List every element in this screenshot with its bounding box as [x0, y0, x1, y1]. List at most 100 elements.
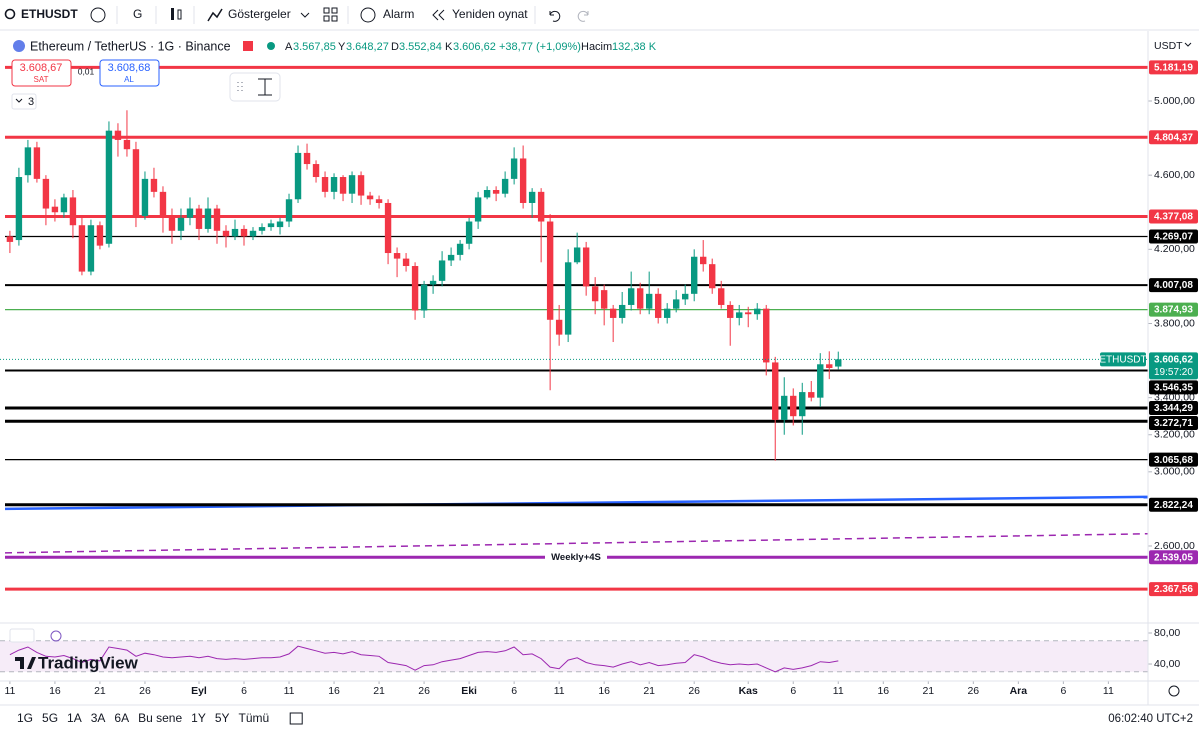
candle-body: [384, 202, 392, 254]
x-tick-label: 21: [643, 685, 655, 697]
candle-body: [276, 221, 284, 228]
candle-body: [366, 195, 374, 200]
ohlc-value: 3.567,85: [293, 41, 336, 53]
x-tick-label: 26: [688, 685, 700, 697]
level-label-bg: [1149, 380, 1198, 395]
volume: 132,38 K: [612, 41, 657, 53]
indicator-icon[interactable]: [207, 8, 223, 22]
level-label: 4.269,07: [1154, 232, 1193, 243]
undo[interactable]: [549, 10, 561, 22]
candle-body: [294, 152, 302, 200]
candle-body: [267, 223, 275, 228]
last-price-label: 3.606,62: [1154, 354, 1193, 365]
candle-body: [754, 308, 761, 315]
x-tick-label: 21: [922, 685, 934, 697]
replay[interactable]: Yeniden oynat: [452, 7, 528, 21]
candle-body: [654, 293, 662, 318]
timeframe[interactable]: 1A: [67, 711, 82, 725]
y-tick-label: 4.200,00: [1154, 243, 1195, 255]
sell-label[interactable]: SAT: [34, 75, 49, 84]
candle-body: [339, 177, 347, 194]
level-label: 3.874,93: [1154, 305, 1193, 316]
candle-body: [555, 319, 563, 335]
timeframe[interactable]: Tümü: [239, 711, 270, 725]
timeframe[interactable]: 1G: [17, 711, 33, 725]
candle-body: [303, 152, 311, 165]
replay-icon[interactable]: [432, 9, 445, 21]
timeframe-bar: 1G 5G 1A 3A 6A Bu sene 1Y 5Y Tümü: [17, 711, 303, 725]
interval[interactable]: G: [133, 7, 142, 21]
alarm-icon[interactable]: [360, 7, 376, 23]
settings[interactable]: [1168, 685, 1180, 697]
candle-body: [78, 225, 86, 272]
dropdown[interactable]: [1184, 42, 1192, 47]
rsi-toggle[interactable]: [9, 628, 35, 643]
currency[interactable]: USDT: [1154, 40, 1183, 52]
timeframe[interactable]: 5G: [42, 711, 58, 725]
redo[interactable]: [577, 10, 589, 22]
timeframe[interactable]: 5Y: [215, 711, 230, 725]
candle-body: [772, 362, 779, 420]
ohlc-label: A: [285, 41, 293, 53]
add-symbol[interactable]: [90, 7, 106, 23]
layout-icon[interactable]: [323, 7, 330, 14]
collapse-button[interactable]: [11, 93, 37, 110]
level-label: 4.804,37: [1154, 132, 1193, 143]
candle-body: [519, 158, 527, 203]
layout-icon[interactable]: [331, 15, 338, 22]
timeframe[interactable]: 1Y: [191, 711, 206, 725]
indicators[interactable]: Göstergeler: [228, 7, 291, 21]
timeframe[interactable]: 6A: [114, 711, 129, 725]
buy-price[interactable]: 3.608,68: [108, 62, 151, 74]
candle-body: [231, 228, 239, 237]
candle-body: [727, 304, 734, 318]
candle-body: [96, 225, 104, 246]
level-label-bg: [1149, 415, 1198, 430]
flag: [243, 41, 253, 51]
candle-body: [465, 221, 473, 244]
level-label: 5.181,19: [1154, 63, 1193, 74]
x-tick-label: 21: [373, 685, 385, 697]
alarm[interactable]: Alarm: [383, 7, 414, 21]
x-tick-label: 16: [598, 685, 610, 697]
candle-icon[interactable]: [177, 9, 182, 20]
layout-icon[interactable]: [331, 7, 338, 14]
search-icon[interactable]: [4, 8, 16, 20]
text-tool[interactable]: [258, 78, 272, 96]
buy-label[interactable]: AL: [124, 75, 134, 84]
sell-price[interactable]: 3.608,67: [20, 62, 63, 74]
level-label-bg: [1149, 229, 1198, 244]
level-label: 3.344,29: [1154, 403, 1193, 414]
candle-body: [600, 290, 608, 309]
candle-body: [745, 312, 752, 315]
x-tick-label: Kas: [739, 685, 758, 697]
x-tick-label: 16: [877, 685, 889, 697]
timeframe[interactable]: 3A: [91, 711, 106, 725]
logo: TradingView: [38, 653, 139, 672]
candle-body: [195, 208, 203, 229]
timeframe[interactable]: Bu sene: [138, 711, 182, 725]
rsi-refresh[interactable]: [50, 630, 62, 642]
candle-body: [483, 190, 491, 198]
candle-body: [249, 230, 257, 237]
trendline: [4, 495, 1149, 511]
sell-button[interactable]: [11, 59, 72, 87]
x-tick-label: 16: [49, 685, 61, 697]
drawing-toolbar[interactable]: [229, 72, 281, 102]
x-tick-label: Eki: [461, 685, 477, 697]
layout-icon[interactable]: [323, 15, 330, 22]
level-label-bg: [1149, 400, 1198, 415]
candle-body: [24, 147, 32, 176]
dropdown[interactable]: [300, 12, 310, 18]
candle-body: [186, 208, 194, 218]
candle-body: [510, 158, 518, 179]
collapsed-count[interactable]: 3: [28, 96, 34, 108]
candle-body: [33, 147, 41, 179]
ohlc-value: 3.648,27: [346, 41, 389, 53]
candle-body: [402, 258, 410, 267]
buy-button[interactable]: [99, 59, 160, 87]
date-range-icon[interactable]: [289, 712, 303, 725]
symbol[interactable]: ETHUSDT: [21, 7, 78, 21]
candle-body: [393, 253, 401, 259]
candle-icon[interactable]: [171, 8, 174, 20]
